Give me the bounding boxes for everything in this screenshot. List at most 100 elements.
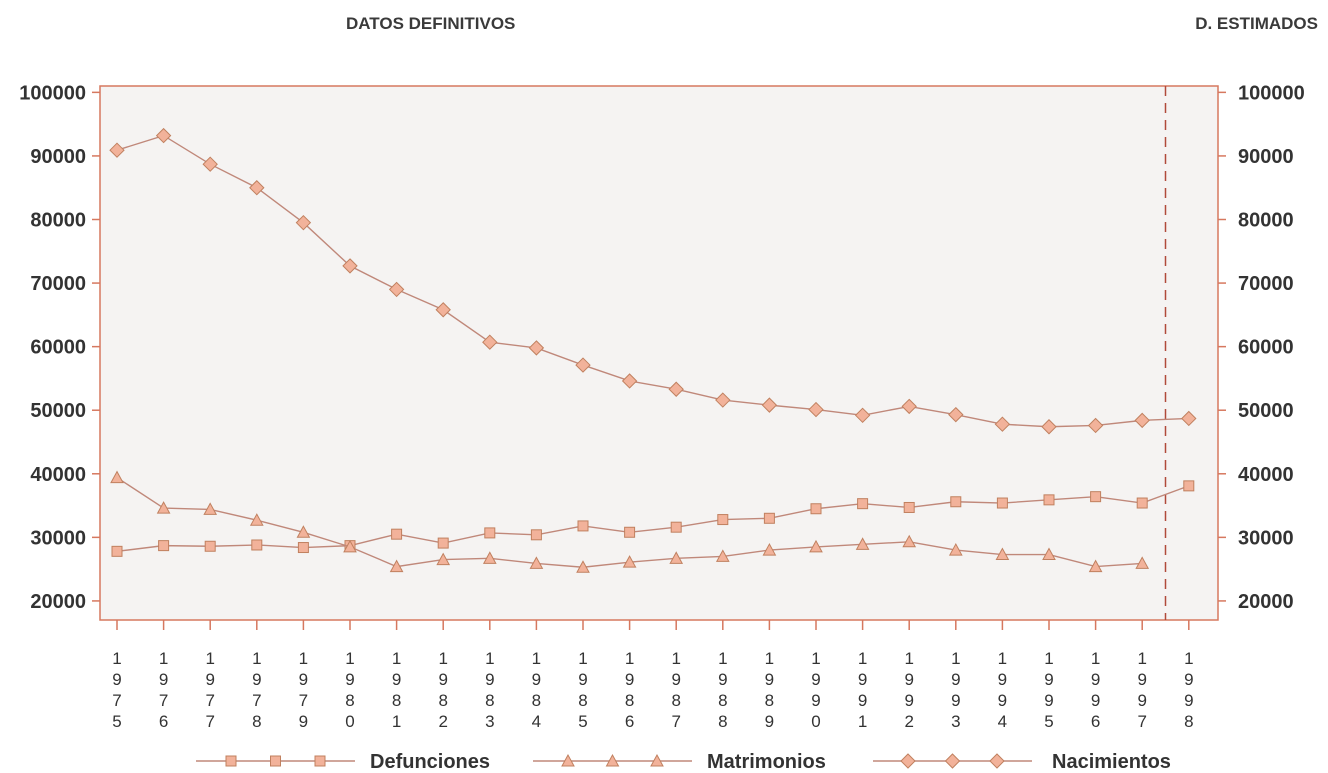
data-point-defunciones	[251, 539, 263, 551]
data-point-matrimonios	[389, 559, 404, 573]
y-tick-label-left: 40000	[30, 464, 86, 486]
data-point-nacimientos	[854, 407, 871, 424]
data-point-matrimonios	[715, 549, 730, 562]
data-point-nacimientos	[388, 281, 405, 298]
data-point-matrimonios	[762, 543, 777, 556]
data-point-matrimonios	[482, 551, 497, 564]
data-point-matrimonios	[156, 501, 171, 514]
y-tick-label-left: 70000	[30, 273, 86, 295]
legend-marker-nacimientos	[944, 753, 961, 769]
data-point-matrimonios	[622, 555, 637, 568]
data-point-matrimonios	[529, 556, 544, 569]
data-point-matrimonios	[809, 539, 823, 553]
data-point-nacimientos	[109, 142, 125, 158]
data-point-matrimonios	[995, 547, 1010, 561]
data-point-defunciones	[297, 542, 309, 554]
y-tick-label-left: 30000	[30, 527, 86, 549]
data-point-nacimientos	[202, 156, 218, 172]
legend-label-nacimientos: Nacimientos	[1052, 751, 1171, 773]
data-point-nacimientos	[668, 381, 684, 397]
series-line-defunciones	[116, 485, 1190, 553]
data-point-defunciones	[1090, 491, 1102, 503]
data-point-nacimientos	[1134, 412, 1150, 429]
legend-marker-defunciones	[314, 755, 326, 767]
data-point-defunciones	[484, 527, 496, 539]
data-point-defunciones	[670, 521, 682, 533]
data-point-defunciones	[810, 503, 822, 515]
y-tick-label-left: 50000	[30, 400, 86, 422]
data-point-matrimonios	[669, 551, 684, 564]
legend-marker-nacimientos	[989, 753, 1005, 769]
data-point-nacimientos	[808, 401, 824, 418]
y-tick-label-left: 80000	[30, 210, 86, 232]
data-point-matrimonios	[110, 470, 124, 484]
legend-marker-defunciones	[270, 755, 281, 767]
data-point-defunciones	[857, 498, 869, 510]
y-tick-label-right: 90000	[1238, 146, 1294, 168]
data-point-nacimientos	[249, 180, 265, 196]
data-point-nacimientos	[1087, 417, 1104, 434]
data-point-nacimientos	[621, 373, 638, 389]
data-point-nacimientos	[575, 357, 591, 373]
data-point-nacimientos	[342, 258, 358, 274]
data-point-defunciones	[437, 537, 449, 549]
data-point-nacimientos	[715, 392, 731, 408]
legend-marker-defunciones	[225, 755, 237, 767]
data-point-defunciones	[1043, 494, 1055, 506]
data-point-defunciones	[158, 540, 170, 552]
y-tick-label-right: 30000	[1238, 527, 1294, 549]
legend-marker-matrimonios	[561, 753, 575, 767]
data-point-defunciones	[111, 545, 123, 557]
data-point-nacimientos	[948, 406, 964, 423]
data-point-nacimientos	[761, 397, 778, 413]
data-point-defunciones	[950, 496, 962, 508]
data-point-matrimonios	[855, 537, 870, 550]
data-point-matrimonios	[948, 543, 963, 556]
data-point-defunciones	[391, 528, 403, 540]
header-datos-estimados: D. ESTIMADOS	[1195, 14, 1318, 33]
data-point-defunciones	[1136, 497, 1148, 509]
data-point-defunciones	[763, 512, 775, 524]
y-tick-label-right: 100000	[1238, 82, 1305, 104]
data-point-defunciones	[577, 520, 589, 532]
data-point-nacimientos	[994, 416, 1011, 432]
data-point-defunciones	[1183, 480, 1195, 492]
data-point-nacimientos	[435, 302, 451, 318]
data-point-nacimientos	[901, 398, 917, 415]
data-point-nacimientos	[295, 214, 312, 231]
y-tick-label-right: 20000	[1238, 591, 1294, 613]
data-point-defunciones	[996, 497, 1008, 509]
y-tick-label-right: 40000	[1238, 464, 1294, 486]
y-tick-label-left: 20000	[30, 591, 86, 613]
legend-marker-matrimonios	[650, 753, 664, 767]
data-point-defunciones	[204, 540, 216, 552]
plot-area	[99, 85, 1219, 621]
legend-marker-matrimonios	[605, 753, 620, 767]
data-point-matrimonios	[249, 513, 264, 526]
y-tick-label-right: 60000	[1238, 337, 1294, 359]
data-point-nacimientos	[155, 127, 172, 144]
header-datos-definitivos: DATOS DEFINITIVOS	[346, 14, 516, 33]
legend-label-defunciones: Defunciones	[370, 751, 490, 773]
legend-label-matrimonios: Matrimonios	[707, 751, 826, 773]
data-point-defunciones	[717, 514, 729, 526]
